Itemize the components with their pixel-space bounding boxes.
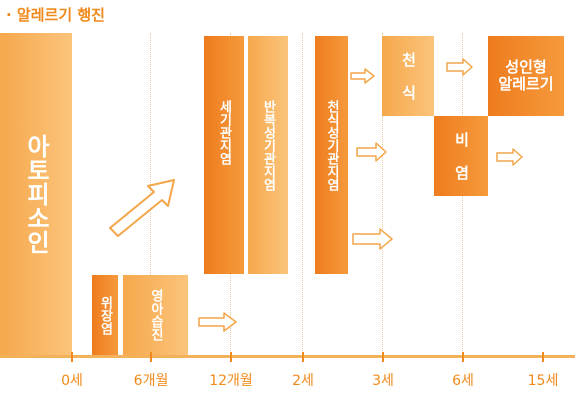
box-rhinitis: 비 염 — [434, 116, 488, 196]
guide-line — [302, 33, 303, 355]
label-gastroenteritis: 위장염 — [97, 295, 113, 335]
box-bronchiolitis: 세기관지염 — [204, 36, 244, 274]
age-label: 6세 — [452, 373, 474, 389]
axis-tick — [302, 352, 304, 362]
guide-line — [382, 33, 383, 355]
label-infant-asthma: 영아습진 — [148, 289, 163, 341]
axis-tick — [150, 352, 152, 362]
axis-tick — [382, 352, 384, 362]
axis-tick — [230, 352, 232, 362]
label-rhinitis: 비 염 — [452, 132, 471, 180]
box-recurrent-bronchiolitis: 반복성기관지염 — [248, 36, 288, 274]
right-arrow-icon — [356, 142, 387, 162]
box-asthma: 천 식 — [382, 36, 434, 116]
age-label: 6개월 — [133, 373, 169, 389]
label-adult-allergy: 성인형 알레르기 — [498, 57, 554, 93]
right-arrow-icon — [350, 68, 375, 84]
right-arrow-icon — [446, 58, 473, 76]
age-label: 0세 — [61, 373, 83, 389]
age-label: 15세 — [527, 373, 559, 389]
age-label: 2세 — [292, 373, 314, 389]
box-infant-asthma: 영아습진 — [123, 275, 188, 355]
label-asthmatic-bronchiolitis: 천식성기관지염 — [324, 100, 339, 191]
right-arrow-icon — [496, 148, 523, 166]
diagonal-arrow-icon — [109, 179, 175, 237]
box-asthmatic-bronchiolitis: 천식성기관지염 — [315, 36, 348, 274]
axis-tick — [542, 352, 544, 362]
box-atopic-dermatitis: 아토피소인 — [0, 33, 72, 355]
label-recurrent-bronchiolitis: 반복성기관지염 — [260, 100, 276, 191]
diagram-title: · 알레르기 행진 — [6, 6, 105, 24]
axis-tick — [71, 352, 73, 362]
axis-tick — [462, 352, 464, 362]
box-gastroenteritis: 위장염 — [92, 275, 118, 355]
label-bronchiolitis: 세기관지염 — [216, 100, 232, 165]
age-label: 3세 — [372, 373, 394, 389]
age-label: 12개월 — [209, 373, 253, 389]
label-asthma: 천 식 — [399, 52, 418, 100]
timeline-axis — [0, 355, 575, 358]
label-atopic-dermatitis: 아토피소인 — [22, 134, 50, 254]
right-arrow-icon — [198, 312, 237, 332]
box-adult-allergy: 성인형 알레르기 — [488, 36, 564, 116]
right-arrow-icon — [352, 228, 393, 250]
